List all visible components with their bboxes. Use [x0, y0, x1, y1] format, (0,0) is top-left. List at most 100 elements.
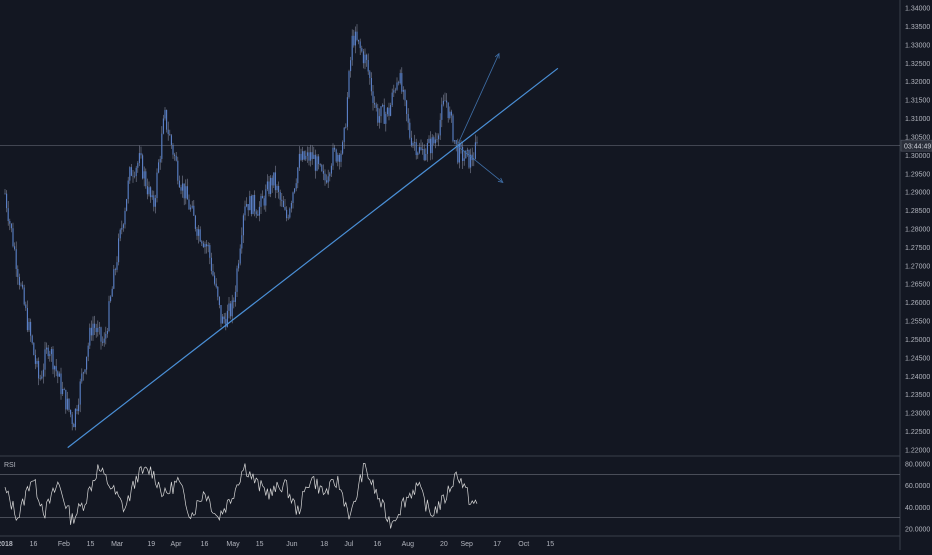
candle-body: [462, 146, 464, 162]
candle-body: [57, 371, 59, 377]
candle-body: [210, 257, 212, 271]
candle-body: [420, 147, 422, 150]
rsi-label: RSI: [4, 462, 16, 469]
candle-body: [286, 209, 288, 219]
candle-body: [423, 149, 425, 160]
candle-body: [191, 205, 193, 208]
candle-body: [375, 104, 377, 108]
candle-body: [383, 104, 385, 124]
candle-body: [22, 284, 24, 288]
price-axis-tick-label: 1.28000: [905, 227, 930, 234]
candle-body: [345, 126, 347, 128]
candle-body: [302, 151, 304, 160]
candle-body: [238, 263, 240, 269]
candle-body: [95, 327, 97, 333]
candle-body: [460, 144, 462, 147]
candle-body: [73, 424, 75, 428]
projection-arrow-head: [497, 177, 504, 184]
candle-body: [458, 144, 460, 163]
candle-body: [164, 109, 166, 119]
candle-body: [290, 202, 292, 209]
candle-body: [412, 142, 414, 146]
candle-body: [470, 154, 472, 168]
candle-body: [132, 175, 134, 177]
time-axis-tick-label: 17: [493, 541, 501, 548]
candle-body: [63, 388, 65, 390]
candle-body: [222, 316, 224, 324]
candle-body: [396, 82, 398, 90]
candle-body: [154, 198, 156, 207]
candle-body: [306, 152, 308, 156]
candle-body: [58, 373, 60, 377]
candle-body: [119, 229, 121, 239]
candle-body: [406, 100, 408, 115]
candle-body: [151, 195, 153, 198]
candle-body: [351, 35, 353, 61]
candle-body: [308, 152, 310, 161]
candle-body: [18, 277, 20, 286]
candle-body: [273, 172, 275, 186]
candle-body: [47, 347, 49, 357]
candle-body: [28, 321, 30, 331]
candle-body: [454, 140, 456, 142]
projection-arrow-line: [456, 145, 504, 183]
candle-body: [98, 327, 100, 328]
candle-body: [385, 114, 387, 124]
candle-body: [394, 89, 396, 91]
candle-body: [409, 122, 411, 138]
candle-body: [257, 214, 259, 216]
candle-body: [102, 341, 104, 343]
candle-body: [297, 167, 299, 184]
candle-body: [94, 323, 96, 328]
candle-body: [113, 269, 115, 289]
candle-body: [30, 321, 32, 336]
candle-body: [319, 164, 321, 165]
candle-body: [367, 59, 369, 72]
candle-body: [244, 206, 246, 216]
price-axis-tick-label: 1.22000: [905, 447, 930, 454]
candle-body: [372, 91, 374, 103]
candle-body: [353, 35, 355, 46]
price-axis-tick-label: 1.26000: [905, 300, 930, 307]
candle-body: [270, 177, 272, 194]
rsi-axis-tick-label: 60.0000: [905, 483, 930, 490]
price-axis: 1.22000 1.22500 1.23000 1.23500 1.24000 1.245…: [905, 6, 930, 455]
candle-body: [289, 208, 291, 218]
candle-body: [332, 147, 334, 166]
candle-body: [220, 305, 222, 324]
candle-body: [89, 327, 91, 346]
price-axis-tick-label: 1.33500: [905, 24, 930, 31]
candle-body: [399, 73, 401, 84]
price-axis-tick-label: 1.32500: [905, 61, 930, 68]
candle-body: [268, 181, 270, 194]
candle-body: [284, 206, 286, 210]
candle-body: [33, 342, 35, 356]
candle-body: [74, 408, 76, 428]
candle-body: [9, 221, 11, 224]
candle-body: [436, 139, 438, 140]
candle-body: [329, 173, 331, 177]
candle-body: [354, 31, 356, 46]
candle-body: [92, 323, 94, 336]
candle-body: [66, 398, 68, 410]
candle-body: [49, 354, 51, 357]
candle-body: [452, 115, 454, 142]
candle-body: [447, 102, 449, 119]
candle-body: [194, 215, 196, 229]
candle-body: [346, 97, 348, 127]
candle-body: [300, 153, 302, 160]
candle-body: [241, 235, 243, 249]
candle-body: [135, 167, 137, 177]
time-axis-tick-label: Aug: [402, 541, 415, 548]
candle-body: [206, 244, 208, 247]
candle-body: [330, 165, 332, 174]
candle-body: [10, 223, 12, 229]
price-axis-tick-label: 1.33000: [905, 42, 930, 49]
candle-body: [226, 310, 228, 327]
price-axis-tick-label: 1.32000: [905, 79, 930, 86]
candle-body: [217, 286, 219, 297]
candle-body: [350, 60, 352, 72]
candle-body: [158, 162, 160, 173]
candle-body: [442, 100, 444, 105]
time-axis-tick-label: Oct: [518, 541, 529, 548]
